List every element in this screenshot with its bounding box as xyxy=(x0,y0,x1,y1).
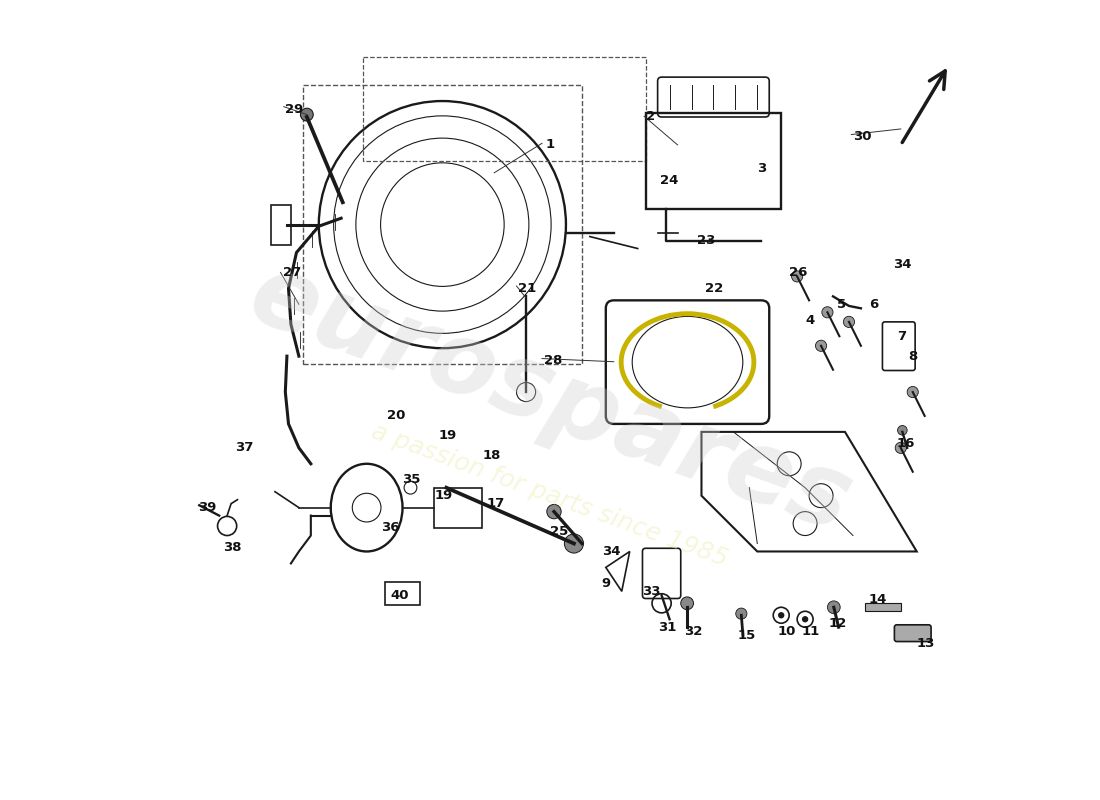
Text: 13: 13 xyxy=(916,637,935,650)
Text: 21: 21 xyxy=(518,282,537,295)
Text: 36: 36 xyxy=(381,521,399,534)
Text: 10: 10 xyxy=(778,625,795,638)
Text: 28: 28 xyxy=(543,354,562,366)
Text: 2: 2 xyxy=(646,110,654,123)
Text: 35: 35 xyxy=(403,474,421,486)
Text: 25: 25 xyxy=(550,525,569,538)
Circle shape xyxy=(895,442,906,454)
Text: 11: 11 xyxy=(801,625,820,638)
Circle shape xyxy=(898,426,907,435)
Circle shape xyxy=(802,616,808,622)
Text: 17: 17 xyxy=(486,497,505,510)
Text: 29: 29 xyxy=(285,102,304,115)
Text: 34: 34 xyxy=(893,258,911,271)
Circle shape xyxy=(736,608,747,619)
Circle shape xyxy=(822,306,833,318)
Text: 4: 4 xyxy=(805,314,814,326)
Text: 27: 27 xyxy=(283,266,301,279)
Text: 16: 16 xyxy=(896,438,915,450)
Text: 7: 7 xyxy=(896,330,906,342)
Circle shape xyxy=(815,340,826,351)
Circle shape xyxy=(792,271,803,282)
Text: 6: 6 xyxy=(869,298,878,311)
FancyBboxPatch shape xyxy=(865,603,901,611)
Text: 23: 23 xyxy=(697,234,716,247)
Text: 33: 33 xyxy=(641,585,660,598)
Text: 5: 5 xyxy=(837,298,846,311)
Text: 38: 38 xyxy=(223,541,242,554)
FancyBboxPatch shape xyxy=(894,625,931,642)
Text: 3: 3 xyxy=(757,162,767,175)
Text: 18: 18 xyxy=(482,450,500,462)
Circle shape xyxy=(547,505,561,518)
Circle shape xyxy=(681,597,693,610)
Text: 37: 37 xyxy=(235,442,253,454)
Text: 31: 31 xyxy=(658,621,676,634)
Text: 14: 14 xyxy=(869,593,888,606)
Text: 34: 34 xyxy=(602,545,620,558)
Text: 1: 1 xyxy=(546,138,556,151)
Circle shape xyxy=(827,601,840,614)
Text: eurospares: eurospares xyxy=(236,246,864,554)
Text: 39: 39 xyxy=(198,501,216,514)
Text: 22: 22 xyxy=(705,282,724,295)
Circle shape xyxy=(564,534,583,553)
Circle shape xyxy=(844,316,855,327)
Text: 20: 20 xyxy=(386,410,405,422)
Text: a passion for parts since 1985: a passion for parts since 1985 xyxy=(368,420,732,571)
Text: 30: 30 xyxy=(852,130,871,143)
Text: 32: 32 xyxy=(684,625,702,638)
Text: 8: 8 xyxy=(909,350,918,362)
Text: 15: 15 xyxy=(737,629,756,642)
Text: 9: 9 xyxy=(602,577,610,590)
Text: 19: 19 xyxy=(439,430,456,442)
Text: 12: 12 xyxy=(829,617,847,630)
Text: 40: 40 xyxy=(390,589,409,602)
Text: 26: 26 xyxy=(789,266,807,279)
Text: 24: 24 xyxy=(660,174,679,187)
Text: 19: 19 xyxy=(434,489,453,502)
Circle shape xyxy=(908,386,918,398)
Circle shape xyxy=(778,612,784,618)
Circle shape xyxy=(300,108,313,121)
